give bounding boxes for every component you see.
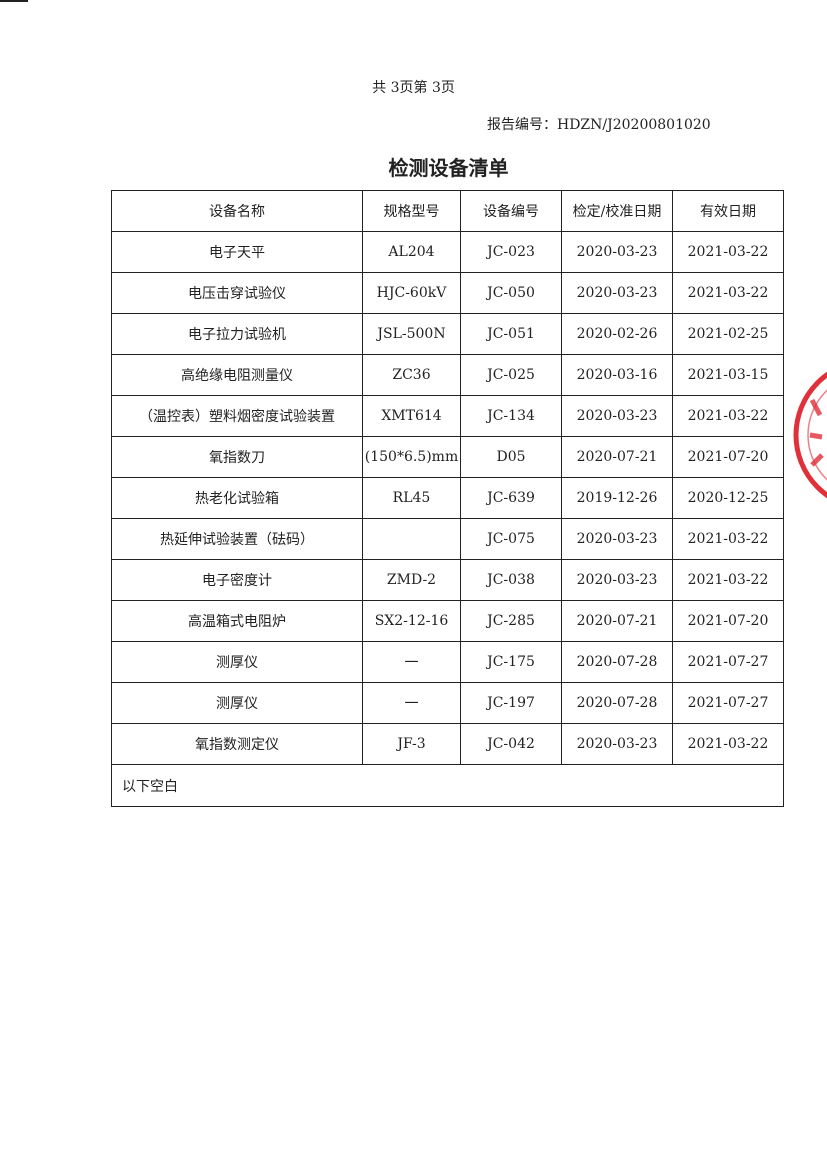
table-row: 氧指数刀 (150*6.5)mm D05 2020-07-21 2021-07-20 [111, 436, 784, 478]
cell-name: 电子拉力试验机 [111, 313, 363, 355]
cell-id: JC-038 [460, 559, 562, 601]
cell-id: JC-134 [460, 395, 562, 437]
cell-calibration-date: 2020-03-23 [561, 272, 673, 314]
cell-model: RL45 [362, 477, 461, 519]
cell-name: 电压击穿试验仪 [111, 272, 363, 314]
page-indicator: 共 3页第 3页 [372, 80, 455, 96]
cell-calibration-date: 2020-03-23 [561, 231, 673, 273]
cell-model: 一 [362, 682, 461, 724]
cell-id: JC-023 [460, 231, 562, 273]
cell-id: JC-285 [460, 600, 562, 642]
cell-name: 测厚仪 [111, 682, 363, 724]
cell-calibration-date: 2020-03-23 [561, 518, 673, 560]
cell-id: JC-175 [460, 641, 562, 683]
cell-calibration-date: 2020-03-23 [561, 395, 673, 437]
cell-model: (150*6.5)mm [362, 436, 461, 478]
cell-model: SX2-12-16 [362, 600, 461, 642]
header-calibration-date: 检定/校准日期 [561, 190, 673, 232]
cell-name: 高温箱式电阻炉 [111, 600, 363, 642]
scan-edge-mark [0, 0, 28, 2]
cell-valid-date: 2021-03-22 [672, 231, 784, 273]
table-header-row: 设备名称 规格型号 设备编号 检定/校准日期 有效日期 [111, 190, 784, 232]
report-number: 报告编号：HDZN/J20200801020 [487, 117, 711, 133]
table-row: 氧指数测定仪 JF-3 JC-042 2020-03-23 2021-03-22 [111, 723, 784, 765]
footer-row: 以下空白 [111, 764, 784, 807]
cell-valid-date: 2021-03-22 [672, 395, 784, 437]
cell-calibration-date: 2020-03-23 [561, 723, 673, 765]
official-seal-stamp [793, 371, 827, 499]
cell-name: 高绝缘电阻测量仪 [111, 354, 363, 396]
cell-id: JC-075 [460, 518, 562, 560]
table-row: 测厚仪一 JC-175 2020-07-28 2021-07-27 [111, 641, 784, 683]
cell-model: JF-3 [362, 723, 461, 765]
cell-id: JC-025 [460, 354, 562, 396]
cell-id: JC-042 [460, 723, 562, 765]
table-row: 电子密度计 ZMD-2 JC-038 2020-03-23 2021-03-22 [111, 559, 784, 601]
cell-name: 电子天平 [111, 231, 363, 273]
table-row: 热延伸试验装置（砝码） JC-075 2020-03-23 2021-03-22 [111, 518, 784, 560]
cell-name: 氧指数测定仪 [111, 723, 363, 765]
cell-name: 热老化试验箱 [111, 477, 363, 519]
cell-valid-date: 2021-03-22 [672, 723, 784, 765]
cell-valid-date: 2020-12-25 [672, 477, 784, 519]
cell-valid-date: 2021-02-25 [672, 313, 784, 355]
cell-calibration-date: 2020-07-21 [561, 436, 673, 478]
blank-below-note: 以下空白 [111, 764, 784, 807]
cell-model [362, 518, 461, 560]
cell-name: 热延伸试验装置（砝码） [111, 518, 363, 560]
table-row: 高温箱式电阻炉 SX2-12-16 JC-285 2020-07-21 2021-07-… [111, 600, 784, 642]
cell-valid-date: 2021-03-15 [672, 354, 784, 396]
table-row: 高绝缘电阻测量仪 ZC36 JC-025 2020-03-16 2021-03-15 [111, 354, 784, 396]
cell-model: ZC36 [362, 354, 461, 396]
table-row: 热老化试验箱 RL45 JC-639 2019-12-26 2020-12-25 [111, 477, 784, 519]
cell-calibration-date: 2020-03-23 [561, 559, 673, 601]
header-name: 设备名称 [111, 190, 363, 232]
cell-model: XMT614 [362, 395, 461, 437]
header-model: 规格型号 [362, 190, 461, 232]
cell-name: 测厚仪 [111, 641, 363, 683]
document-title: 检测设备清单 [388, 156, 509, 180]
cell-valid-date: 2021-03-22 [672, 272, 784, 314]
cell-valid-date: 2021-07-20 [672, 600, 784, 642]
cell-name: 电子密度计 [111, 559, 363, 601]
cell-id: D05 [460, 436, 562, 478]
cell-valid-date: 2021-03-22 [672, 518, 784, 560]
header-id: 设备编号 [460, 190, 562, 232]
table-row: 电子天平 AL204 JC-023 2020-03-23 2021-03-22 [111, 231, 784, 273]
cell-model: HJC-60kV [362, 272, 461, 314]
cell-model: JSL-500N [362, 313, 461, 355]
cell-valid-date: 2021-07-27 [672, 682, 784, 724]
cell-calibration-date: 2019-12-26 [561, 477, 673, 519]
cell-id: JC-051 [460, 313, 562, 355]
header-valid-date: 有效日期 [672, 190, 784, 232]
cell-name: （温控表）塑料烟密度试验装置 [111, 395, 363, 437]
cell-model: AL204 [362, 231, 461, 273]
cell-valid-date: 2021-03-22 [672, 559, 784, 601]
cell-id: JC-050 [460, 272, 562, 314]
table-row: （温控表）塑料烟密度试验装置 XMT614 JC-134 2020-03-23 2021… [111, 395, 784, 437]
cell-id: JC-639 [460, 477, 562, 519]
cell-id: JC-197 [460, 682, 562, 724]
cell-valid-date: 2021-07-27 [672, 641, 784, 683]
cell-calibration-date: 2020-02-26 [561, 313, 673, 355]
cell-name: 氧指数刀 [111, 436, 363, 478]
table-row: 电压击穿试验仪 HJC-60kV JC-050 2020-03-23 2021-03-2… [111, 272, 784, 314]
cell-calibration-date: 2020-07-28 [561, 682, 673, 724]
table-row: 电子拉力试验机 JSL-500N JC-051 2020-02-26 2021-02-2… [111, 313, 784, 355]
equipment-table: 设备名称 规格型号 设备编号 检定/校准日期 有效日期 电子天平 AL204 JC-… [111, 190, 784, 807]
cell-valid-date: 2021-07-20 [672, 436, 784, 478]
cell-model: 一 [362, 641, 461, 683]
table-row: 测厚仪一 JC-197 2020-07-28 2021-07-27 [111, 682, 784, 724]
cell-calibration-date: 2020-07-21 [561, 600, 673, 642]
cell-model: ZMD-2 [362, 559, 461, 601]
cell-calibration-date: 2020-07-28 [561, 641, 673, 683]
cell-calibration-date: 2020-03-16 [561, 354, 673, 396]
